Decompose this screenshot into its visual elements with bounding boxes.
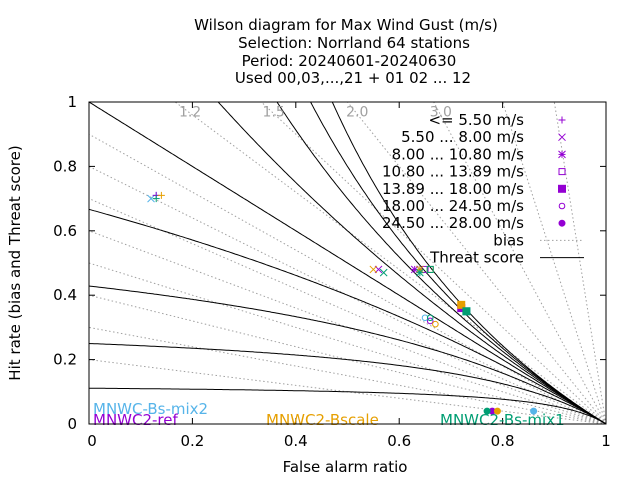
data-point (493, 407, 501, 415)
data-point (530, 407, 538, 415)
legend-label: bias (493, 231, 524, 249)
bias-line (89, 294, 606, 424)
legend-label: 10.80 ... 13.89 m/s (382, 163, 524, 181)
data-point (457, 300, 466, 309)
legend-label: <= 5.50 m/s (428, 111, 524, 129)
legend-label: 5.50 ... 8.00 m/s (401, 128, 524, 146)
title-line-1: Wilson diagram for Max Wind Gust (m/s) (194, 16, 498, 34)
data-point (369, 265, 378, 274)
bias-label: 1.5 (263, 105, 285, 121)
bias-label: 2.0 (346, 105, 368, 121)
x-tick-label: 0.8 (491, 432, 515, 450)
title-line-3: Period: 20240601-20240630 (242, 52, 457, 70)
legend-swatch (558, 116, 566, 124)
data-point (432, 320, 439, 328)
data-point (483, 407, 491, 415)
bias-line (89, 133, 606, 424)
y-tick-label: 0.2 (53, 351, 77, 369)
legend-swatch (558, 219, 566, 227)
data-point (157, 191, 165, 199)
legend-label: 18.00 ... 24.50 m/s (382, 197, 524, 215)
data-point (426, 317, 434, 325)
legend-swatch (558, 168, 566, 176)
x-tick-label: 0.6 (387, 432, 411, 450)
legend-label: 8.00 ... 10.80 m/s (392, 145, 525, 163)
x-tick-label: 0.2 (180, 432, 204, 450)
data-point (147, 194, 155, 203)
model-label: MNWC2-Bs-mix1 (440, 411, 565, 429)
threat-score-line (331, 102, 606, 424)
threat-score-line (89, 208, 606, 424)
plot-frame (88, 101, 607, 425)
threat-score-line (89, 343, 606, 424)
legend-swatch (558, 184, 566, 193)
x-tick-label: 1 (601, 432, 611, 450)
data-point (426, 265, 434, 273)
model-label: MNWC2-Bscale (266, 411, 379, 429)
threat-score-line (89, 102, 606, 424)
legend-label: 13.89 ... 18.00 m/s (382, 180, 524, 198)
axis-ticks: 0 0.2 0.4 0.6 0.8 1 0 0.2 0.4 0.6 0.8 1 (53, 93, 611, 450)
bias-labels: 1.2 1.5 2.0 3.0 (179, 105, 452, 121)
threat-score-line (276, 102, 606, 424)
bias-label: 1.2 (179, 105, 201, 121)
title-line-2: Selection: Norrland 64 stations (238, 34, 470, 52)
data-point (379, 268, 388, 277)
data-point (152, 195, 160, 203)
legend-label: Threat score (429, 249, 524, 267)
x-axis-label: False alarm ratio (283, 458, 408, 476)
data-point (426, 314, 434, 322)
title-line-4: Used 00,03,...,21 + 01 02 ... 12 (235, 69, 471, 87)
x-tick-label: 0 (87, 432, 97, 450)
threat-score-line (89, 285, 606, 424)
bias-label: 3.0 (430, 105, 452, 121)
model-label: MNWC2-ref (93, 411, 178, 429)
y-tick-label: 0.4 (53, 286, 77, 304)
legend-swatch (558, 202, 566, 210)
legend-label: 24.50 ... 28.00 m/s (382, 214, 524, 232)
threat-score-line (217, 102, 606, 424)
y-tick-label: 0.6 (53, 222, 77, 240)
threat-score-lines (89, 102, 606, 424)
legend-swatch (558, 150, 566, 159)
chart-title: Wilson diagram for Max Wind Gust (m/s) S… (194, 16, 498, 87)
y-tick-label: 1 (67, 93, 77, 111)
data-points (147, 191, 538, 415)
x-tick-label: 0.4 (284, 432, 308, 450)
threat-score-line (89, 387, 606, 424)
data-point (462, 307, 471, 316)
legend: <= 5.50 m/s5.50 ... 8.00 m/s8.00 ... 10.… (382, 111, 584, 267)
model-label: MNWC-Bs-mix2 (93, 400, 208, 418)
y-axis-label: Hit rate (bias and Threat score) (6, 145, 24, 380)
y-tick-label: 0 (67, 415, 77, 433)
data-point (416, 268, 424, 277)
legend-swatch (558, 133, 566, 142)
y-tick-label: 0.8 (53, 157, 77, 175)
